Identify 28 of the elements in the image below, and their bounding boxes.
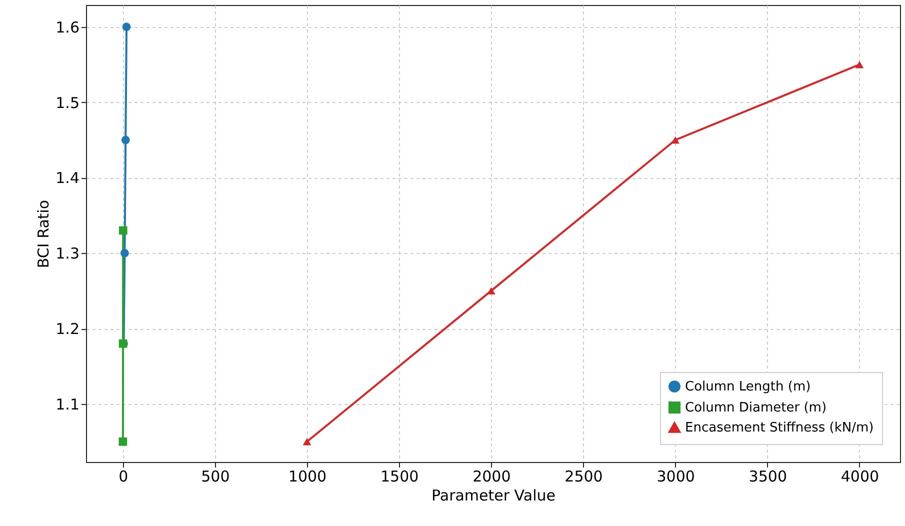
y-tick-label: 1.5 (56, 94, 80, 112)
x-tick-label: 0 (118, 468, 128, 486)
y-tick-label: 1.3 (56, 244, 80, 263)
point (671, 136, 680, 144)
x-tick-label: 1000 (288, 468, 327, 486)
legend-label: Encasement Stiffness (kN/m) (685, 420, 874, 436)
y-axis-title: BCI Ratio (34, 200, 53, 268)
point (118, 437, 128, 446)
x-tick-label: 2000 (472, 468, 511, 486)
point (302, 438, 312, 446)
y-tick-label: 1.1 (56, 395, 80, 414)
y-tick-label: 1.2 (56, 320, 80, 338)
x-tick-label: 2500 (564, 468, 603, 486)
x-axis-title: Parameter Value (432, 486, 556, 504)
y-tick-label: 1.6 (56, 18, 80, 36)
point (120, 248, 129, 258)
x-tick-label: 500 (201, 468, 230, 486)
legend-label: Column Length (m) (685, 380, 811, 394)
point (122, 22, 131, 32)
point (855, 60, 864, 68)
x-tick-label: 3000 (656, 468, 695, 486)
point (121, 136, 130, 144)
point (118, 226, 128, 235)
x-tick-label: 3500 (748, 468, 787, 486)
y-tick-label: 1.4 (56, 169, 80, 188)
x-tick-label: 1500 (380, 468, 419, 486)
legend-label: Column Diameter (m) (685, 400, 827, 416)
x-tick-label: 4000 (840, 468, 880, 486)
